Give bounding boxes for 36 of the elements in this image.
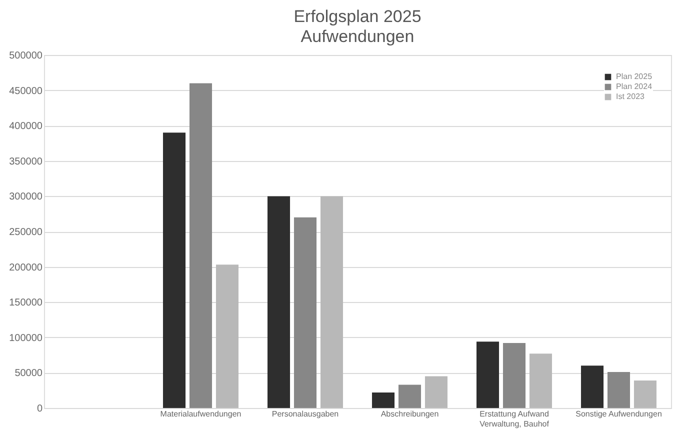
bar: [268, 196, 290, 408]
legend-label: Ist 2023: [616, 92, 646, 101]
bar: [372, 392, 395, 408]
bar: [320, 196, 343, 408]
bar: [634, 380, 656, 408]
y-tick-label: 300000: [9, 192, 43, 203]
bar: [189, 83, 212, 408]
chart-subtitle: Aufwendungen: [300, 27, 414, 46]
bar: [581, 366, 604, 408]
bar: [476, 342, 500, 408]
bar: [529, 354, 552, 408]
y-tick-label: 0: [36, 404, 43, 414]
y-tick-label: 50000: [14, 368, 43, 380]
x-tick-label: Erstattung Aufwand Verwaltung, Bauhof: [480, 410, 550, 428]
bar: [398, 384, 422, 408]
y-tick-label: 100000: [9, 332, 43, 344]
bar: [294, 217, 317, 408]
chart-title: Erfolgsplan 2025: [294, 7, 422, 26]
x-tick-label: Abschreibungen: [380, 410, 439, 418]
legend-label: Plan 2024: [616, 82, 653, 91]
x-tick-label: Materialaufwendungen: [160, 410, 242, 418]
bar: [163, 132, 186, 408]
bar: [502, 343, 526, 408]
bar: [607, 372, 630, 408]
y-tick-label: 400000: [9, 121, 43, 132]
bar: [424, 376, 448, 408]
y-tick-label: 250000: [9, 227, 43, 238]
y-tick-label: 150000: [9, 298, 43, 309]
x-tick-label: Personalausgaben: [272, 410, 339, 418]
x-tick-label: Sonstige Aufwendungen: [576, 410, 662, 418]
bar: [216, 264, 238, 408]
y-tick-label: 500000: [9, 50, 43, 62]
y-tick-label: 450000: [9, 86, 43, 97]
y-tick-label: 350000: [9, 156, 43, 168]
legend-label: Plan 2025: [616, 72, 653, 81]
y-tick-label: 200000: [9, 262, 43, 274]
